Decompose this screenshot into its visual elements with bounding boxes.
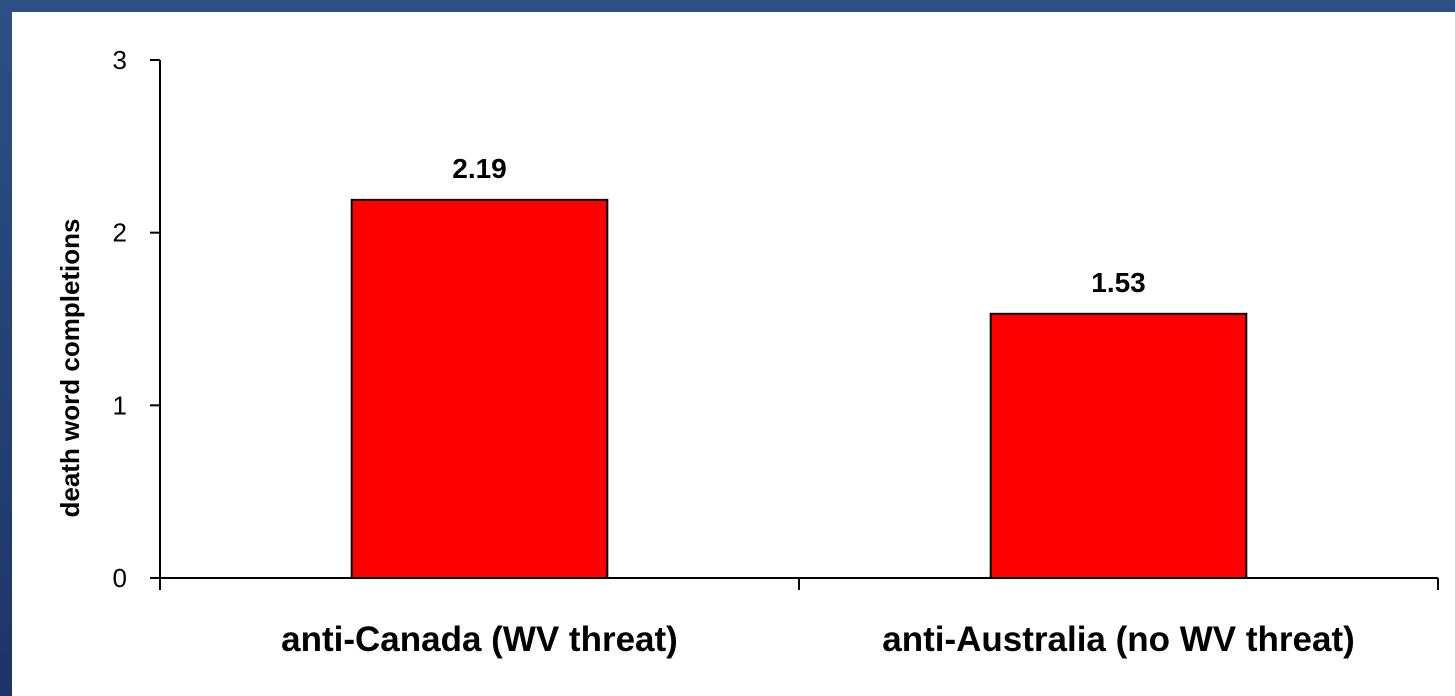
x-category-label: anti-Australia (no WV threat) bbox=[882, 620, 1355, 659]
y-axis: 0 1 2 3 bbox=[113, 45, 161, 593]
y-axis-title: death word completions bbox=[55, 218, 85, 517]
data-label: 1.53 bbox=[1091, 267, 1146, 298]
y-tick-label: 3 bbox=[113, 45, 127, 75]
bar bbox=[989, 312, 1248, 579]
data-label: 2.19 bbox=[452, 153, 507, 184]
bars: 2.19 1.53 bbox=[350, 153, 1248, 580]
y-tick-label: 1 bbox=[113, 390, 127, 420]
bar bbox=[350, 198, 609, 580]
y-tick-label: 2 bbox=[113, 218, 127, 248]
x-axis: anti-Canada (WV threat) anti-Australia (n… bbox=[159, 577, 1439, 659]
y-tick-label: 0 bbox=[113, 563, 127, 593]
x-category-label: anti-Canada (WV threat) bbox=[281, 620, 678, 659]
